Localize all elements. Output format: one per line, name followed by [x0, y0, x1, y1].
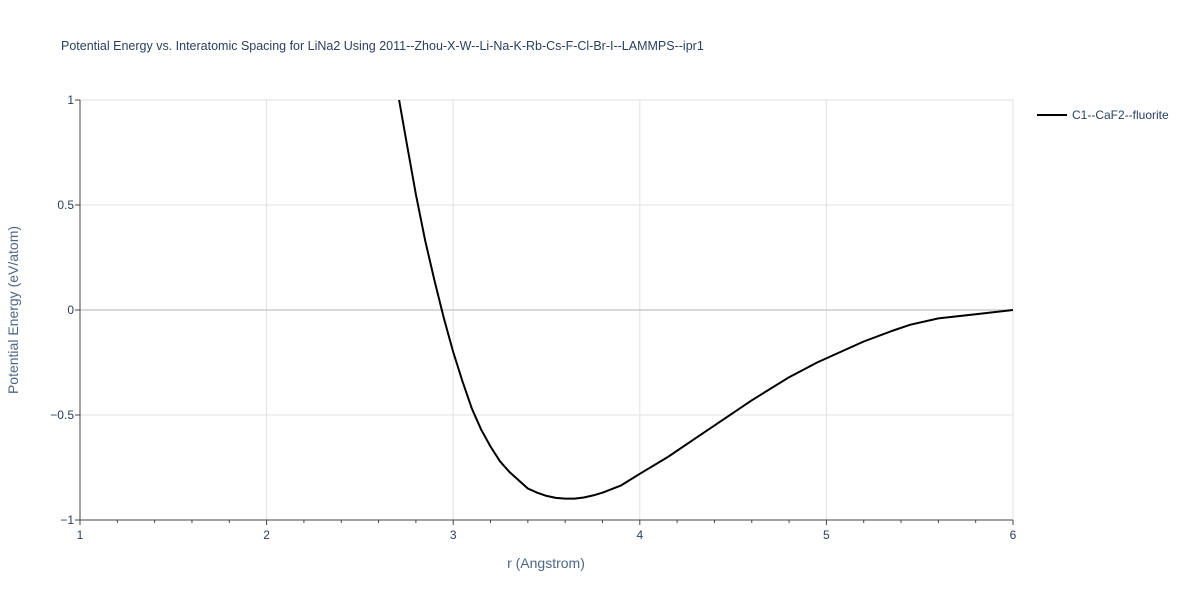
- x-axis-label: r (Angstrom): [507, 555, 585, 571]
- ticks-layer: 1 2 3 4 5 6 1 0.5 0 −0.5 −1: [50, 93, 1016, 542]
- x-tick-label: 2: [263, 528, 270, 542]
- x-tick-label: 6: [1010, 528, 1017, 542]
- series-line: [398, 99, 1014, 500]
- y-tick-label: 1: [67, 93, 74, 107]
- chart-title: Potential Energy vs. Interatomic Spacing…: [61, 39, 704, 53]
- x-tick-label: 3: [450, 528, 457, 542]
- y-tick-label: −1: [60, 513, 74, 527]
- grid-layer: [80, 99, 1014, 520]
- y-tick-label: 0.5: [57, 198, 74, 212]
- legend-label: C1--CaF2--fluorite: [1072, 108, 1169, 122]
- y-axis-label: Potential Energy (eV/atom): [5, 226, 21, 394]
- x-tick-label: 4: [636, 528, 643, 542]
- series-layer: [398, 99, 1014, 500]
- x-tick-label: 5: [823, 528, 830, 542]
- y-tick-label: −0.5: [50, 408, 74, 422]
- y-tick-label: 0: [67, 303, 74, 317]
- x-tick-label: 1: [77, 528, 84, 542]
- legend[interactable]: C1--CaF2--fluorite: [1037, 108, 1169, 122]
